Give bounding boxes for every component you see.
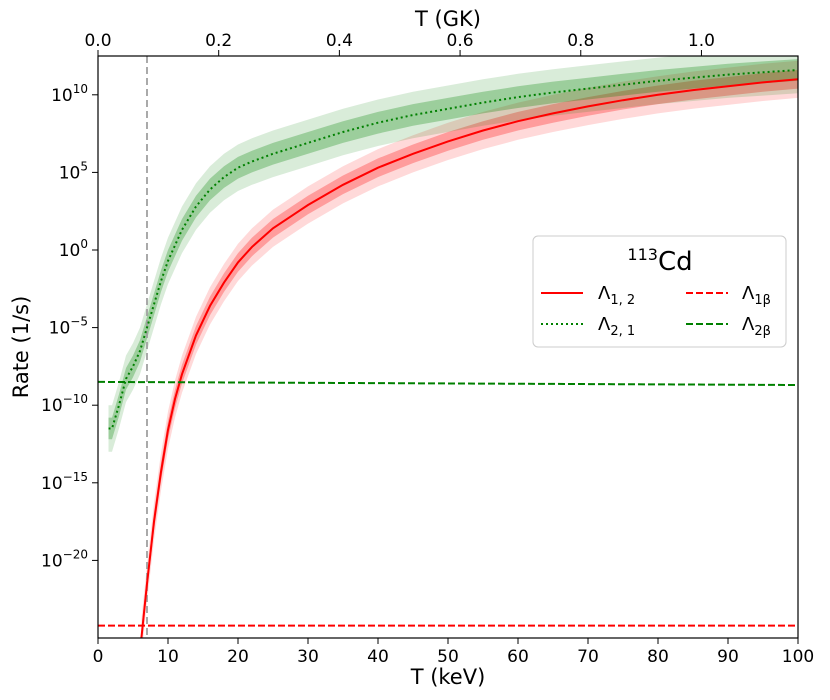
- x-axis-label: T (keV): [410, 665, 486, 689]
- uncertainty-bands: [108, 56, 798, 638]
- x2-tick-label: 1.0: [688, 31, 715, 51]
- x-tick-label: 100: [782, 647, 814, 667]
- x2-tick-label: 0.2: [205, 31, 232, 51]
- lambda12-line: [140, 78, 798, 638]
- legend-title-isotope-mass: 113: [627, 245, 658, 264]
- y-tick-label: 10−10: [41, 392, 88, 416]
- legend-entry-lambda12: Λ1, 2: [598, 283, 635, 308]
- x2-tick-label: 0.0: [84, 31, 111, 51]
- legend-entry-lambda1beta: Λ1β: [742, 283, 771, 308]
- y-tick-label: 105: [59, 159, 88, 183]
- lambda21-inner-band: [108, 59, 798, 440]
- lambda2beta-line: [98, 380, 798, 386]
- x-tick-label: 20: [227, 647, 249, 667]
- lambda21-outer-band: [108, 56, 798, 452]
- x-tick-label: 40: [367, 647, 389, 667]
- x-tick-label: 80: [647, 647, 669, 667]
- y-tick-label: 100: [59, 237, 88, 261]
- legend-entry-lambda21: Λ2, 1: [598, 314, 635, 339]
- lambda12-inner-band: [141, 70, 798, 638]
- x-tick-label: 10: [157, 647, 179, 667]
- legend-title-element: Cd: [658, 247, 693, 277]
- x2-tick-label: 0.4: [326, 31, 353, 51]
- y-tick-label: 10−5: [49, 315, 88, 339]
- legend-title: 113Cd: [627, 245, 692, 277]
- lambda12-outer-band: [141, 60, 798, 638]
- x-tick-label: 50: [437, 647, 459, 667]
- legend: 113Cd Λ1, 2 Λ1β Λ2, 1 Λ2β: [532, 235, 787, 348]
- x2-tick-label: 0.8: [567, 31, 594, 51]
- legend-box: [532, 235, 787, 348]
- x-tick-label: 30: [297, 647, 319, 667]
- x-tick-label: 60: [507, 647, 529, 667]
- y-tick-label: 10−15: [41, 470, 88, 494]
- lambda21-line: [108, 69, 798, 430]
- x-tick-label: 90: [717, 647, 739, 667]
- x2-axis-label: T (GK): [414, 7, 481, 31]
- y-axis-label: Rate (1/s): [9, 296, 33, 399]
- x-tick-label: 70: [577, 647, 599, 667]
- axis-ticks: 0 10 20 30 40 50 60 70 80 90 100 0.0 0.2 0.4 0.6 0.8 1.0…: [41, 31, 814, 667]
- x2-tick-label: 0.6: [447, 31, 474, 51]
- series-lines: [98, 56, 798, 638]
- y-tick-label: 1010: [51, 82, 88, 106]
- y-tick-label: 10−20: [41, 547, 88, 571]
- x-tick-label: 0: [93, 647, 104, 667]
- legend-entry-lambda2beta: Λ2β: [742, 314, 771, 339]
